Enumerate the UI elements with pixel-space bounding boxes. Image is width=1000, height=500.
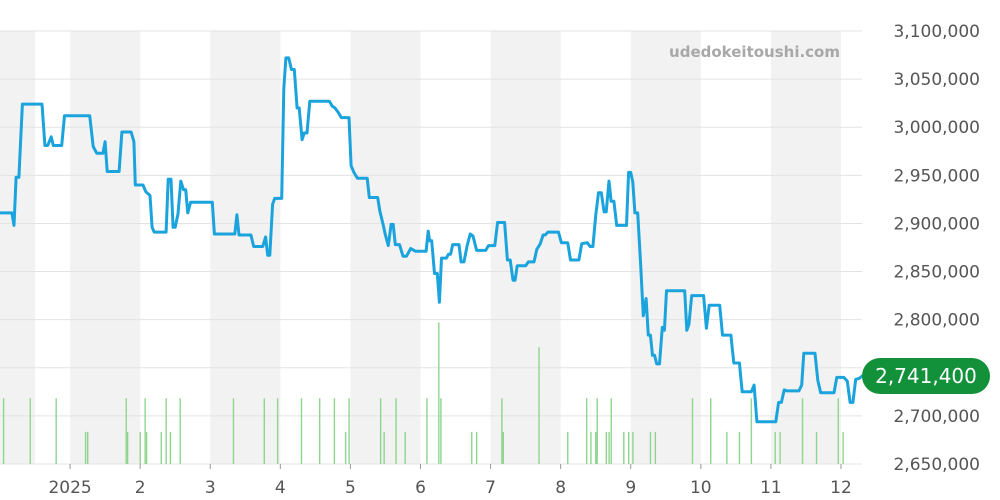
volume-bar-45 <box>649 431 652 464</box>
price-series <box>0 56 864 424</box>
y-tick-label-1: 3,050,000 <box>893 70 980 90</box>
shaded-band-2 <box>210 31 281 464</box>
shaded-band-3 <box>350 31 421 464</box>
volume-bar-14 <box>232 398 235 464</box>
volume-bar-31 <box>501 398 503 464</box>
volume-bar-6 <box>126 431 129 464</box>
volume-bar-17 <box>300 398 303 464</box>
current-price-label: 2,741,400 <box>875 364 977 388</box>
volume-bar-40 <box>608 431 610 464</box>
volume-bar-55 <box>815 431 818 464</box>
volume-bar-53 <box>779 431 781 464</box>
volume-bar-51 <box>750 398 753 464</box>
x-axis-ticks: 2025 2 3 4 5 6 7 8 9 10 11 12 <box>48 464 852 498</box>
y-tick-label-9: 2,650,000 <box>893 455 980 475</box>
month-shading <box>0 31 841 464</box>
volume-bar-16 <box>276 398 279 464</box>
volume-bar-38 <box>596 398 598 464</box>
volume-bar-52 <box>774 431 776 464</box>
volume-bar-11 <box>165 398 167 464</box>
volume-bar-27 <box>438 322 440 464</box>
shaded-band-5 <box>630 31 701 464</box>
volume-bar-28 <box>440 398 442 464</box>
volume-bar-57 <box>842 431 844 464</box>
volume-bars <box>2 322 844 464</box>
volume-bar-39 <box>605 431 608 464</box>
current-price-badge: 2,741,400 <box>862 358 990 394</box>
shaded-band-1 <box>70 31 141 464</box>
x-tick-label-6: 7 <box>485 478 496 498</box>
volume-bar-26 <box>426 398 428 464</box>
x-tick-label-0: 2025 <box>48 478 91 498</box>
volume-bar-46 <box>654 431 657 464</box>
volume-bar-35 <box>585 398 588 464</box>
x-tick-label-2: 3 <box>205 478 216 498</box>
volume-bar-32 <box>502 431 504 464</box>
volume-bar-8 <box>144 398 146 464</box>
current-price-badge-bg <box>862 358 990 394</box>
y-tick-label-0: 3,100,000 <box>893 22 980 42</box>
x-tick-label-8: 9 <box>625 478 636 498</box>
volume-bar-13 <box>179 398 181 464</box>
volume-bar-36 <box>590 431 592 464</box>
volume-bar-1 <box>29 398 31 464</box>
volume-bar-23 <box>383 431 385 464</box>
volume-bar-41 <box>610 398 612 464</box>
volume-bar-44 <box>632 431 634 464</box>
price-line-0 <box>0 56 864 424</box>
volume-bar-19 <box>333 398 336 464</box>
volume-bar-4 <box>87 431 89 464</box>
volume-bar-15 <box>263 398 266 464</box>
shaded-band-4 <box>490 31 561 464</box>
x-tick-label-4: 5 <box>345 478 356 498</box>
volume-bar-48 <box>710 398 712 464</box>
volume-bar-50 <box>738 431 741 464</box>
x-tick-label-11: 12 <box>830 478 852 498</box>
y-tick-label-2: 3,000,000 <box>893 118 980 138</box>
volume-bar-34 <box>567 431 569 464</box>
y-tick-label-6: 2,800,000 <box>893 311 980 331</box>
volume-bar-20 <box>344 431 347 464</box>
x-tick-label-9: 10 <box>690 478 712 498</box>
x-tick-label-3: 4 <box>275 478 286 498</box>
volume-bar-24 <box>395 398 397 464</box>
volume-bar-3 <box>84 431 87 464</box>
volume-bar-54 <box>801 398 804 464</box>
volume-bar-37 <box>595 431 597 464</box>
y-tick-label-5: 2,850,000 <box>893 263 980 283</box>
volume-bar-47 <box>691 398 694 464</box>
volume-bar-7 <box>139 431 141 464</box>
volume-bar-9 <box>145 431 148 464</box>
y-tick-label-4: 2,900,000 <box>893 214 980 234</box>
volume-bar-49 <box>726 431 728 464</box>
volume-bar-56 <box>837 398 839 464</box>
y-axis-ticks: 3,100,000 3,050,000 3,000,000 2,950,000 2,90… <box>893 22 980 475</box>
volume-bar-18 <box>318 398 321 464</box>
x-tick-label-7: 8 <box>555 478 566 498</box>
volume-bar-30 <box>475 431 478 464</box>
watermark-text: udedokeitoushi.com <box>669 43 840 61</box>
volume-bar-22 <box>379 398 382 464</box>
y-tick-label-3: 2,950,000 <box>893 166 980 186</box>
volume-bar-21 <box>348 398 350 464</box>
x-tick-label-1: 2 <box>135 478 146 498</box>
volume-bar-0 <box>2 398 5 464</box>
volume-bar-43 <box>628 431 630 464</box>
volume-bar-2 <box>55 398 57 464</box>
volume-bar-42 <box>623 431 625 464</box>
volume-bar-10 <box>160 431 162 464</box>
x-tick-label-10: 11 <box>760 478 782 498</box>
x-tick-label-5: 6 <box>415 478 426 498</box>
volume-bar-12 <box>169 431 172 464</box>
grid-lines <box>0 30 862 465</box>
volume-bar-25 <box>404 431 406 464</box>
volume-bar-5 <box>125 398 127 464</box>
y-tick-label-8: 2,700,000 <box>893 407 980 427</box>
volume-bar-33 <box>538 347 540 464</box>
volume-bar-29 <box>471 431 473 464</box>
